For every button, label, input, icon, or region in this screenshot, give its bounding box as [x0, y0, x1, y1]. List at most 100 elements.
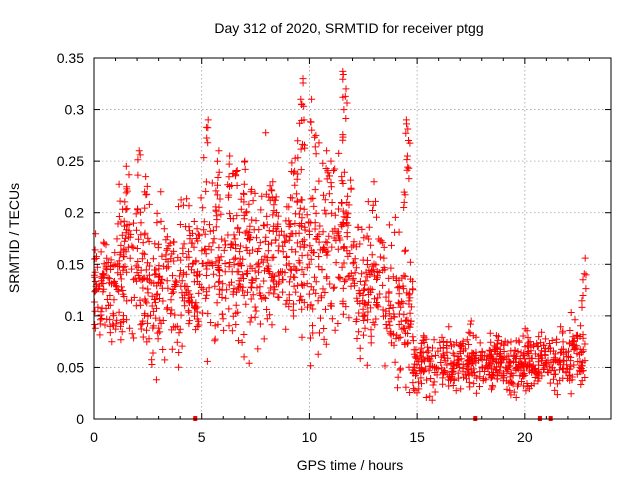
data-point — [177, 196, 185, 204]
data-point — [369, 201, 377, 209]
data-point — [303, 211, 311, 219]
data-point — [320, 325, 328, 332]
data-point — [235, 280, 243, 288]
data-point — [437, 359, 445, 366]
data-point — [214, 320, 222, 328]
data-point — [332, 259, 340, 267]
data-point — [226, 183, 234, 190]
data-point — [303, 264, 311, 272]
data-point — [542, 335, 550, 343]
data-point — [199, 204, 207, 212]
data-point — [456, 363, 464, 371]
data-point — [144, 234, 152, 242]
data-point — [104, 274, 112, 282]
data-point — [294, 137, 302, 145]
data-point — [499, 377, 507, 385]
data-point — [266, 182, 274, 190]
data-point — [153, 219, 161, 227]
data-point — [438, 333, 446, 341]
data-point — [253, 234, 260, 242]
data-point — [247, 188, 255, 196]
data-point — [364, 286, 372, 294]
data-point — [569, 333, 577, 341]
data-point — [201, 230, 209, 238]
data-point — [186, 299, 193, 307]
data-point — [243, 208, 251, 216]
data-point — [292, 248, 300, 256]
data-point — [167, 310, 175, 318]
data-point — [175, 329, 183, 337]
data-point — [319, 285, 327, 293]
data-point — [238, 262, 245, 270]
data-point — [572, 342, 580, 350]
data-point — [556, 366, 564, 374]
data-point — [450, 351, 458, 359]
data-point — [368, 251, 376, 259]
data-point — [445, 323, 453, 331]
data-point — [349, 259, 357, 267]
data-point — [121, 198, 129, 206]
data-point — [173, 322, 181, 330]
data-point — [329, 227, 337, 235]
data-point — [340, 220, 347, 228]
data-point — [286, 278, 293, 286]
data-point — [318, 265, 326, 273]
data-point — [305, 260, 313, 268]
data-point — [395, 290, 403, 298]
data-point — [279, 288, 287, 296]
data-point — [488, 370, 496, 378]
data-point — [158, 275, 166, 283]
data-point — [455, 342, 463, 350]
data-point — [171, 280, 179, 288]
data-point — [245, 228, 253, 236]
data-point — [340, 244, 348, 252]
data-point — [319, 228, 327, 236]
data-point — [270, 283, 278, 291]
data-point — [192, 257, 200, 265]
data-point — [127, 230, 135, 238]
data-point — [423, 349, 431, 357]
data-point — [125, 227, 133, 235]
data-point — [355, 309, 363, 317]
data-point — [145, 200, 153, 208]
data-point — [296, 204, 304, 212]
data-point — [419, 336, 427, 344]
data-point — [285, 303, 293, 311]
data-point — [380, 243, 388, 251]
data-point — [353, 315, 361, 323]
data-point — [353, 294, 361, 302]
data-point — [403, 289, 411, 297]
data-point — [480, 368, 488, 375]
data-point — [364, 316, 372, 324]
data-point — [206, 221, 213, 229]
data-point — [96, 316, 104, 324]
x-tick-label: 5 — [198, 429, 206, 445]
data-point — [554, 357, 562, 365]
data-point — [112, 320, 120, 328]
data-point — [541, 351, 549, 359]
data-point — [236, 228, 243, 236]
data-point — [201, 245, 209, 253]
data-point — [325, 232, 333, 240]
data-point — [219, 315, 227, 323]
data-point — [191, 312, 198, 320]
data-point — [339, 133, 347, 141]
data-point — [282, 254, 290, 261]
data-point — [153, 282, 161, 290]
data-point — [125, 171, 133, 179]
data-point — [336, 275, 344, 283]
data-point — [128, 242, 136, 250]
data-point — [252, 307, 260, 315]
data-point — [184, 294, 192, 302]
data-point — [203, 134, 211, 142]
data-point — [323, 239, 331, 247]
data-point — [297, 166, 305, 174]
data-point — [163, 305, 171, 313]
data-point — [246, 262, 254, 270]
data-point — [215, 278, 223, 286]
data-point — [577, 365, 585, 372]
data-point — [339, 310, 347, 318]
data-point — [552, 338, 560, 346]
data-point — [135, 147, 143, 155]
data-point — [168, 306, 176, 314]
